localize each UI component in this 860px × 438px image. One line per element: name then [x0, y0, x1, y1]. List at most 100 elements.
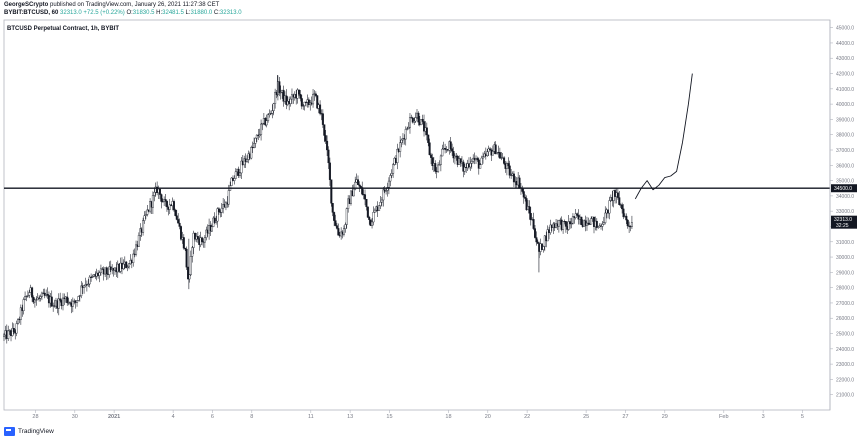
- candle-body: [289, 98, 292, 104]
- x-tick-label: 27: [622, 414, 628, 420]
- candle-body: [126, 266, 129, 269]
- candle-body: [326, 140, 329, 151]
- candle-body: [399, 142, 402, 152]
- candle-body: [319, 104, 322, 114]
- candle-body: [125, 261, 128, 269]
- time-axis[interactable]: 28 30 2021 4 6 8 11 13 15 18 20 22 25 27 29 Feb 3 5: [32, 410, 804, 420]
- candle-body: [105, 267, 108, 275]
- author-name[interactable]: GeorgeSCrypto: [4, 2, 49, 8]
- candle-body: [78, 295, 81, 297]
- y-tick-label: 28000.0: [836, 286, 854, 292]
- candle-body: [135, 244, 138, 255]
- candle-body: [267, 114, 270, 122]
- candle-body: [39, 296, 42, 299]
- candle-body: [361, 187, 364, 195]
- y-tick-label: 21000.0: [836, 393, 854, 399]
- candle-body: [570, 222, 573, 225]
- candle-body: [314, 93, 317, 96]
- candle-body: [80, 285, 83, 296]
- candle-body: [324, 135, 327, 142]
- candle-body: [411, 117, 414, 123]
- candle-body: [261, 122, 264, 125]
- footer: TradingView: [4, 425, 54, 437]
- candle-body: [532, 219, 535, 229]
- candle-body: [459, 158, 462, 164]
- candle-body: [246, 159, 249, 162]
- chart-title: BTCUSD Perpetual Contract, 1h, BYBIT: [7, 26, 119, 32]
- candle-body: [240, 160, 243, 174]
- candle-body: [434, 163, 437, 172]
- candle-body: [543, 235, 546, 247]
- candle-body: [217, 208, 220, 213]
- candle-body: [90, 276, 93, 278]
- x-tick-label: 4: [172, 414, 175, 420]
- y-tick-label: 45000.0: [836, 26, 854, 32]
- candle-body: [3, 334, 6, 337]
- candles-group: [3, 75, 633, 344]
- y-tick-label: 43000.0: [836, 56, 854, 62]
- candle-body: [201, 237, 204, 242]
- y-tick-label: 22000.0: [836, 377, 854, 383]
- candle-body: [414, 117, 417, 122]
- price-axis[interactable]: 21000.0 22000.0 23000.0 24000.0 25000.0 26000…: [830, 26, 854, 399]
- candle-body: [108, 266, 111, 275]
- projection-line[interactable]: [634, 73, 693, 200]
- candle-body: [164, 199, 167, 202]
- candle-body: [597, 226, 600, 228]
- candle-body: [62, 297, 65, 306]
- candle-body: [182, 237, 185, 249]
- y-tick-label: 34000.0: [836, 194, 854, 200]
- candle-body: [510, 174, 513, 176]
- candle-body: [379, 202, 382, 206]
- candle-body: [260, 123, 263, 135]
- candle-body: [216, 208, 219, 222]
- last-price-text: 32313.0: [60, 10, 82, 16]
- candle-body: [358, 184, 361, 187]
- candle-body: [271, 110, 274, 114]
- candle-body: [71, 300, 74, 307]
- candle-body: [400, 139, 403, 143]
- candle-body: [470, 161, 473, 164]
- close-value: 32313.0: [219, 10, 242, 16]
- candle-body: [503, 157, 506, 164]
- x-tick-label: 20: [485, 414, 491, 420]
- candle-body: [536, 241, 539, 244]
- candle-body: [529, 213, 532, 221]
- candle-body: [321, 113, 324, 125]
- candle-body: [88, 276, 91, 285]
- candle-body: [215, 220, 218, 223]
- candle-body: [621, 204, 624, 210]
- candle-body: [512, 173, 515, 183]
- candle-body: [330, 179, 333, 204]
- last-price-tag: [831, 215, 857, 229]
- candle-body: [427, 134, 430, 143]
- candle-body: [524, 196, 527, 199]
- candle-body: [59, 298, 62, 301]
- candle-body: [307, 99, 310, 106]
- candle-body: [33, 299, 36, 303]
- candle-body: [618, 197, 621, 205]
- price-tags: 34500.0 32313.032:25: [831, 184, 857, 229]
- candle-body: [35, 299, 38, 301]
- candle-body: [15, 323, 18, 334]
- candle-body: [237, 168, 240, 176]
- candle-body: [250, 146, 253, 159]
- candle-body: [253, 143, 256, 148]
- candle-body: [334, 220, 337, 226]
- candle-body: [144, 214, 147, 216]
- candle-body: [335, 225, 338, 229]
- candle-body: [476, 158, 479, 161]
- candle-body: [557, 220, 560, 227]
- candle-body: [423, 121, 426, 132]
- candle-body: [588, 223, 591, 225]
- candle-body: [365, 198, 368, 208]
- candle-body: [36, 297, 39, 301]
- x-tick-label: 5: [801, 414, 804, 420]
- candle-body: [425, 127, 428, 136]
- candle-body: [31, 287, 34, 298]
- candle-body: [268, 113, 271, 115]
- candle-body: [191, 247, 194, 257]
- candle-body: [486, 151, 489, 156]
- candle-body: [272, 103, 275, 111]
